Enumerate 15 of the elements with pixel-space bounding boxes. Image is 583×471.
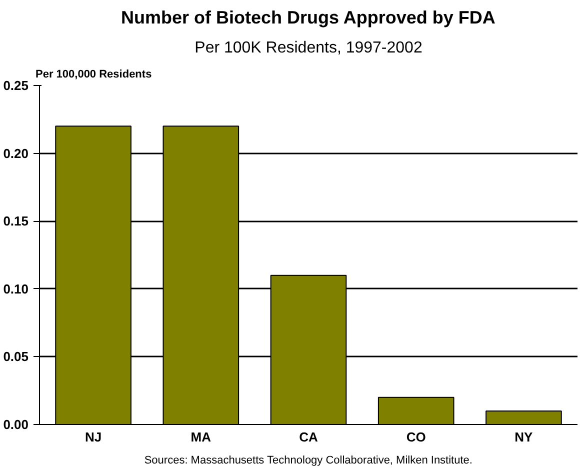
x-tick-label: CA xyxy=(299,430,318,444)
x-tick-label: MA xyxy=(190,430,212,444)
y-tick-label: 0.10 xyxy=(3,281,29,296)
y-tick-label: 0.00 xyxy=(3,417,29,432)
y-tick-label: 0.05 xyxy=(3,349,29,364)
chart-subtitle: Per 100K Residents, 1997-2002 xyxy=(194,40,422,56)
source-note: Sources: Massachusetts Technology Collaborative, Milken Institute. xyxy=(144,454,472,466)
y-axis-title: Per 100,000 Residents xyxy=(36,68,152,80)
y-tick-label: 0.15 xyxy=(3,214,29,229)
chart-title: Number of Biotech Drugs Approved by FDA xyxy=(120,8,496,28)
y-tick-label: 0.20 xyxy=(3,146,29,161)
x-tick-label: NY xyxy=(514,430,534,444)
x-tick-label: NJ xyxy=(84,430,102,444)
x-tick-label: CO xyxy=(406,430,426,444)
y-tick-label: 0.25 xyxy=(3,78,29,93)
